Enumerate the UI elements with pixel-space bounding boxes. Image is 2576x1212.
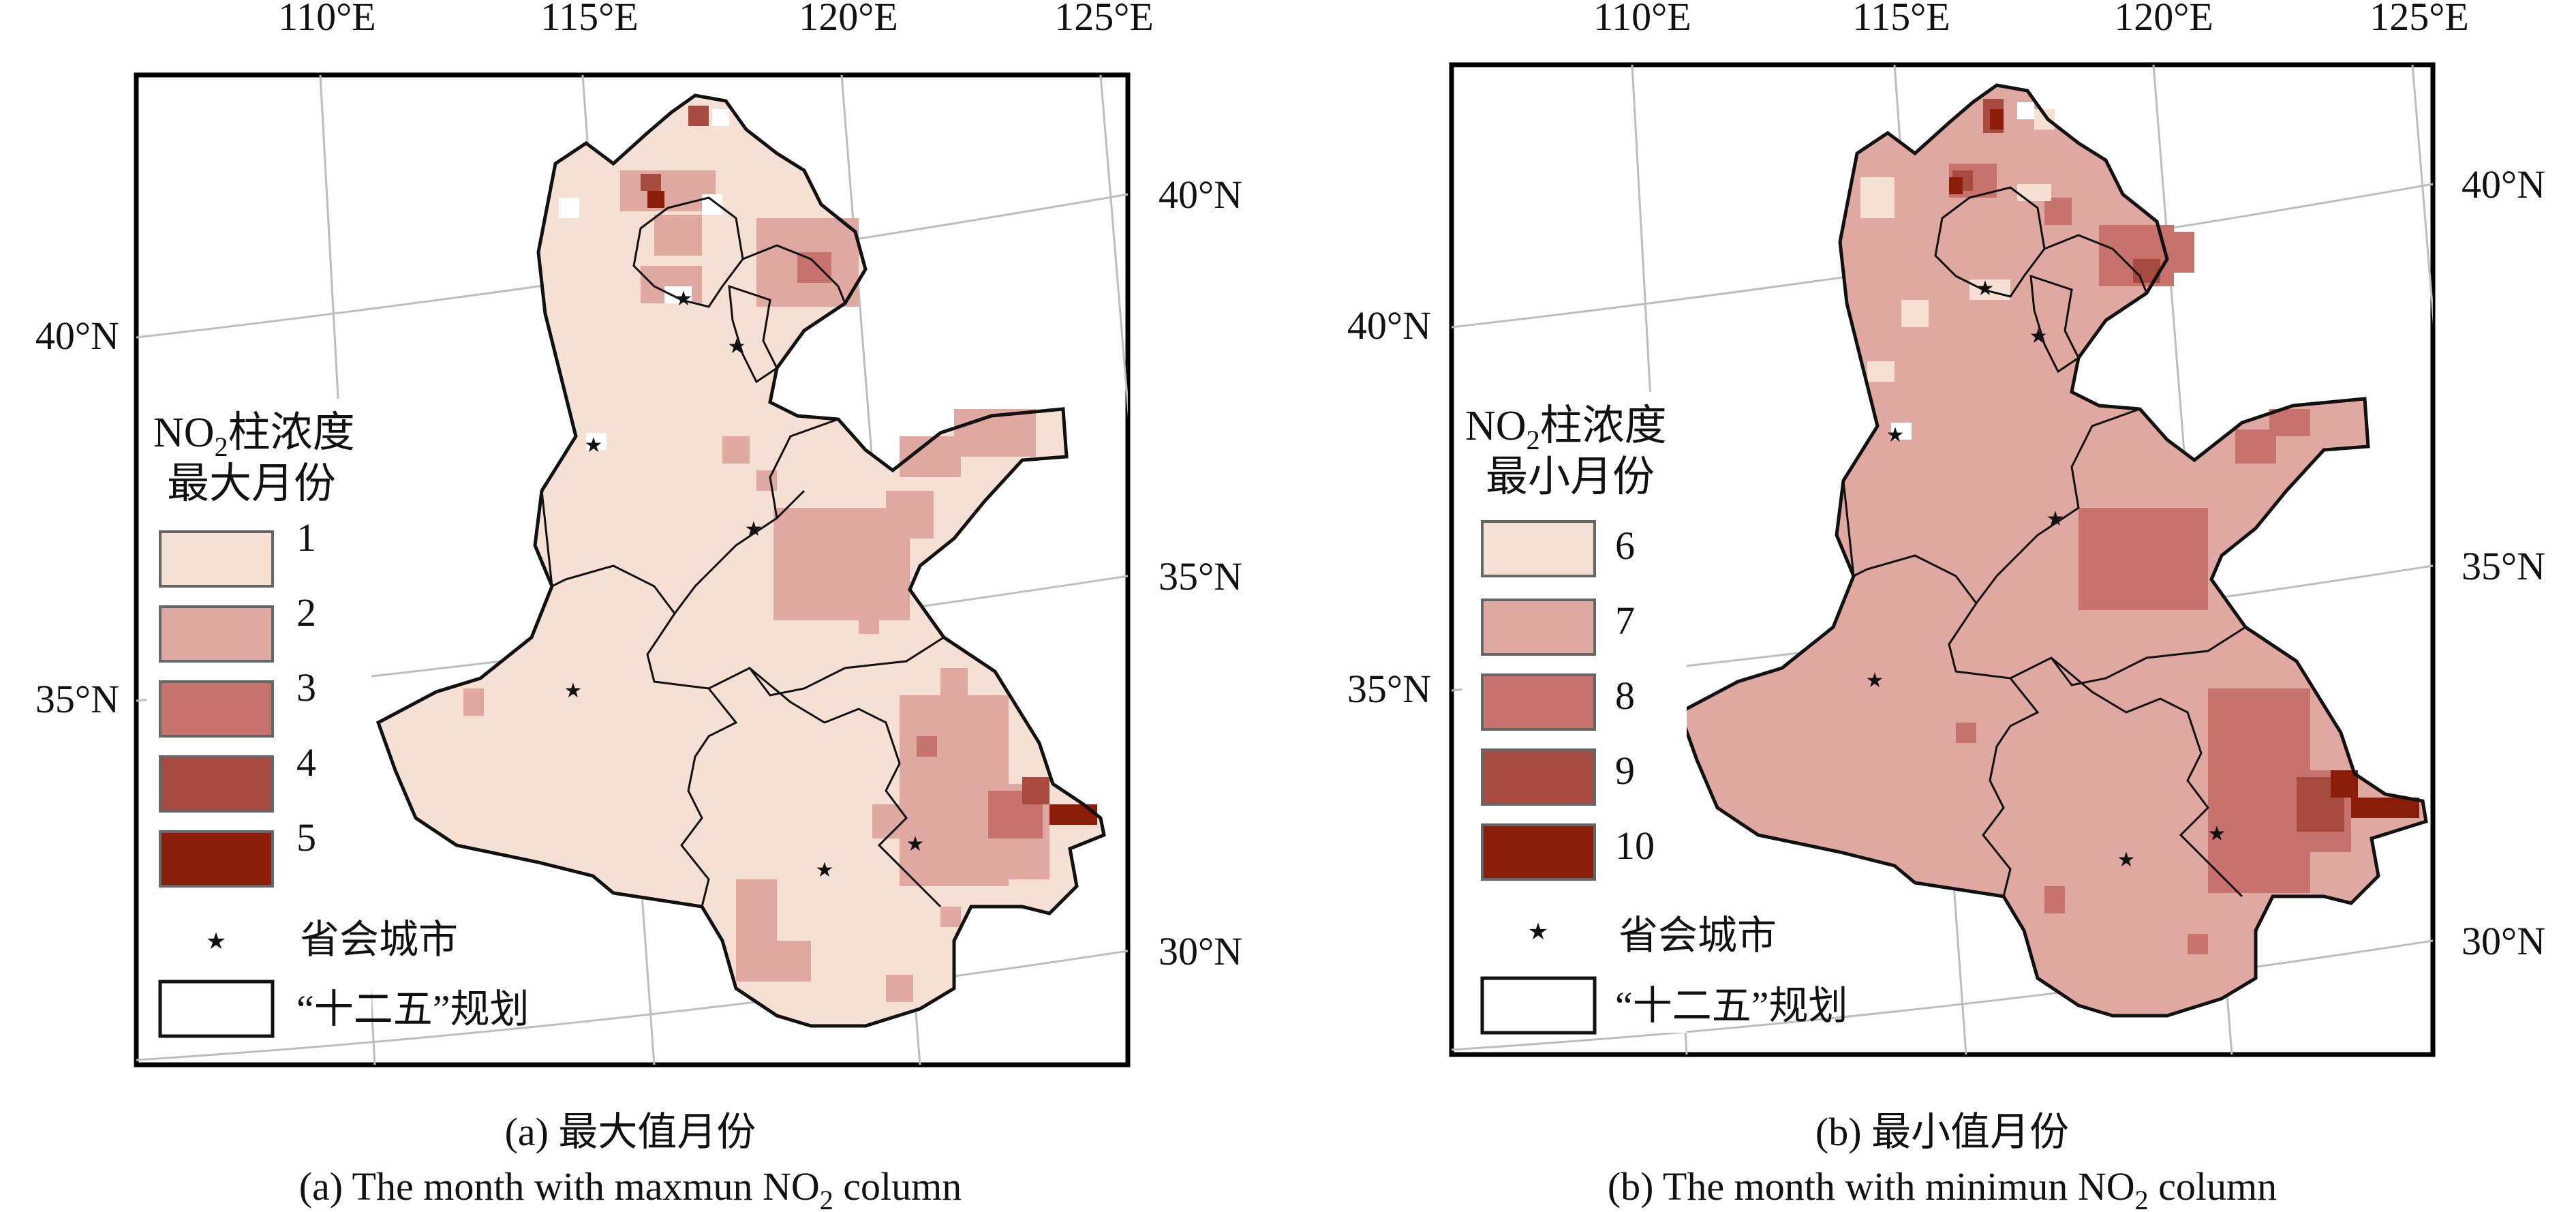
legend-swatch (159, 755, 274, 813)
lat-label-right: 40°N (1159, 172, 1242, 217)
lat-label-left: 40°N (35, 314, 119, 358)
legend-title-line2: 最小月份 (1486, 454, 1655, 500)
legend-swatch (159, 605, 274, 663)
lat-label-right: 40°N (2462, 162, 2545, 207)
legend-label: 8 (1615, 673, 1635, 718)
capital-star: ★ (2046, 508, 2065, 530)
capital-markers-a: ★ ★ ★ ★ ★ ★ ★ (564, 288, 925, 881)
lat-label-left: 40°N (1347, 303, 1431, 348)
capital-star: ★ (564, 680, 583, 702)
lat-label-right: 30°N (2462, 919, 2545, 963)
province-borders-a (375, 93, 1106, 1028)
legend-plan-swatch (158, 980, 275, 1038)
legend-swatches-a (159, 530, 274, 888)
legend-label: 7 (1615, 599, 1635, 643)
legend-label: 4 (296, 740, 316, 785)
legend-title: NO2柱浓度 (1465, 403, 1667, 455)
map-body-b: ★ ★ ★ ★ ★ ★ ★ (1452, 65, 2433, 1055)
lon-label: 120°E (799, 0, 898, 39)
lon-label: 115°E (540, 0, 638, 39)
legend-label: 9 (1615, 748, 1635, 793)
lat-label-right: 30°N (1159, 929, 1242, 973)
capital-star: ★ (1886, 424, 1905, 446)
legend-b: NO2柱浓度 最小月份 6 7 8 9 10 ★ 省会城市 “十二五”规划 (1462, 392, 1848, 1035)
panel-b: ★ ★ ★ ★ ★ ★ ★ 110°E 115°E 120°E 125°E 40… (1347, 0, 2545, 1212)
legend-label: 5 (296, 815, 316, 860)
province-borders-b (1677, 83, 2428, 1018)
legend-swatch (1481, 823, 1596, 881)
lat-label-right: 35°N (2462, 544, 2545, 588)
capital-star: ★ (816, 859, 834, 881)
capital-star: ★ (2029, 325, 2048, 348)
capital-star: ★ (675, 288, 693, 310)
caption-cn-b: (b) 最小值月份 (1815, 1110, 2069, 1154)
lat-label-left: 35°N (1347, 667, 1431, 711)
legend-swatch (1481, 520, 1596, 577)
capital-star: ★ (728, 335, 746, 358)
lon-label: 110°E (1593, 0, 1691, 39)
legend-title: NO2柱浓度 (153, 410, 355, 462)
legend-title-line2: 最大月份 (167, 461, 336, 507)
caption-cn-a: (a) 最大值月份 (505, 1110, 756, 1154)
capital-markers-b: ★ ★ ★ ★ ★ ★ ★ (1866, 277, 2226, 871)
legend-label: 3 (296, 665, 316, 710)
capital-star: ★ (906, 833, 925, 855)
legend-label: 10 (1615, 823, 1655, 868)
legend-label: 1 (296, 515, 316, 560)
caption-en-b: (b) The month with minimun NO2 column (1608, 1164, 2277, 1212)
legend-star-icon: ★ (1528, 920, 1548, 945)
legend-swatches-b (1481, 520, 1596, 881)
capital-star: ★ (1976, 277, 1995, 300)
panel-a: ★ ★ ★ ★ ★ ★ ★ 110°E 115°E 120°E 125°E 40… (35, 0, 1242, 1212)
capital-star: ★ (1866, 669, 1884, 692)
capital-star: ★ (2208, 823, 2226, 845)
legend-swatch (159, 680, 274, 738)
lon-label: 120°E (2114, 0, 2213, 39)
lon-label: 125°E (2370, 0, 2469, 39)
capital-star: ★ (745, 518, 763, 541)
legend-a: NO2柱浓度 最大月份 1 2 3 4 5 ★ 省会城市 “十二五”规划 (147, 399, 530, 1040)
lon-label: 125°E (1054, 0, 1154, 39)
capital-star: ★ (585, 434, 603, 457)
lon-label: 115°E (1852, 0, 1950, 39)
legend-swatch (1481, 748, 1596, 806)
legend-swatch (159, 530, 274, 588)
lat-label-right: 35°N (1159, 554, 1242, 599)
legend-label: 6 (1615, 524, 1635, 568)
map-body-a: ★ ★ ★ ★ ★ ★ ★ (136, 75, 1128, 1065)
holes-b (1891, 102, 2034, 440)
caption-en-a: (a) The month with maxmun NO2 column (299, 1164, 962, 1212)
legend-swatch (1481, 673, 1596, 731)
legend-swatch (159, 830, 274, 888)
legend-capital-label: 省会城市 (1619, 913, 1777, 958)
lon-label: 110°E (278, 0, 375, 39)
patches-b (1860, 99, 2419, 954)
legend-swatch (1481, 599, 1596, 656)
legend-plan-label: “十二五”规划 (296, 987, 530, 1031)
patches-a (463, 106, 1097, 1002)
legend-plan-swatch (1480, 976, 1597, 1035)
capital-star: ★ (2117, 849, 2136, 871)
legend-star-icon: ★ (206, 929, 226, 954)
legend-plan-label: “十二五”规划 (1615, 984, 1848, 1028)
lat-label-left: 35°N (35, 677, 119, 721)
legend-label: 2 (296, 590, 316, 635)
legend-capital-label: 省会城市 (300, 918, 458, 962)
